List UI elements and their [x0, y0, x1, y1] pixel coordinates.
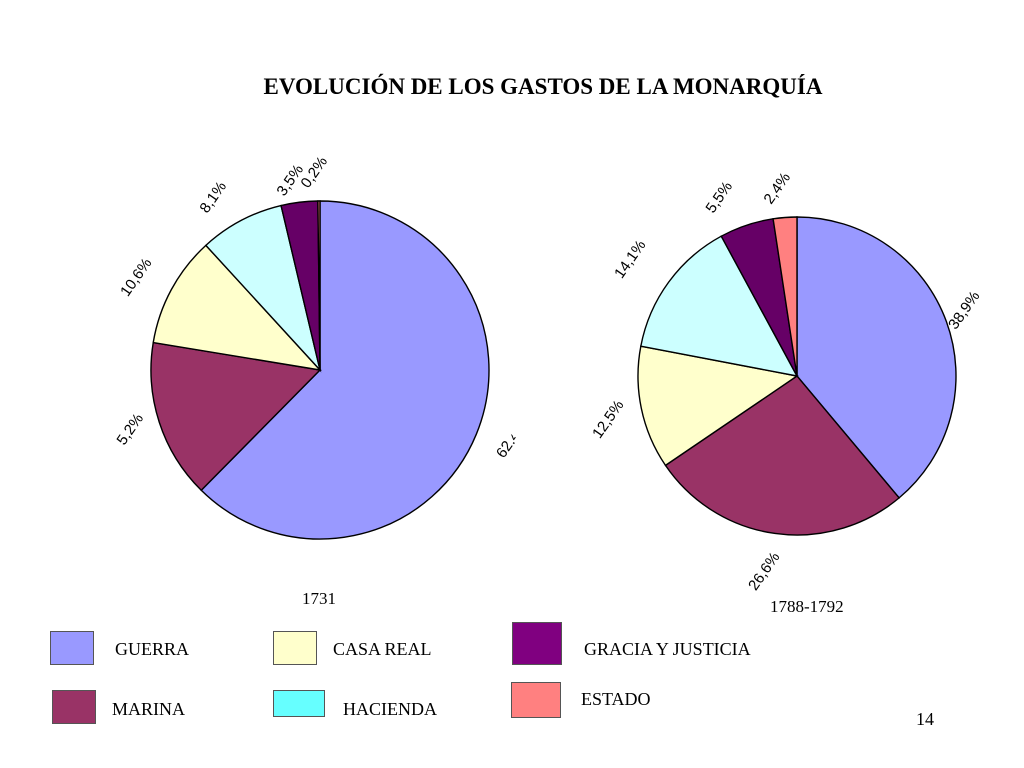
legend-swatch-gracia-y-justicia [512, 622, 562, 665]
pie-chart-1788-1792: 38,9% 26,6% 12,5% 14,1% 5,5% 2,4% [589, 170, 983, 594]
pie-slice-guerra [796, 216, 957, 499]
legend-label-marina: MARINA [112, 699, 186, 719]
legend-swatch-estado [511, 682, 561, 718]
chart-year-1731: 1731 [302, 589, 336, 608]
slice-label-guerra: 38,9% [945, 288, 983, 333]
legend-swatch-casa-real [273, 631, 317, 665]
legend-swatch-guerra [50, 631, 94, 665]
slice-label-marina: 5,2% [114, 411, 148, 449]
legend-label-gracia-y-justicia: GRACIA Y JUSTICIA [584, 639, 751, 659]
legend-label-hacienda: HACIENDA [343, 699, 437, 719]
pie-chart-1731: 62.45,2%10,6%8,1% 3,5%0,2% [114, 154, 524, 540]
slice-label-casa-real: 10,6% [117, 255, 155, 300]
pie-slice-estado [772, 216, 798, 377]
pie-slice-hacienda [640, 235, 799, 377]
slice-label-casa-real: 12,5% [589, 397, 627, 442]
legend-swatch-hacienda [273, 690, 325, 717]
chart-year-1788-1792: 1788-1792 [770, 597, 844, 616]
slice-label-gracia-y-justicia: 5,5% [703, 179, 737, 217]
pie-slice-guerra [200, 200, 490, 540]
pie-slice-marina [664, 375, 901, 536]
slice-label-estado: 2,4% [761, 170, 795, 208]
legend-swatch-marina [52, 690, 96, 724]
page-number: 14 [916, 709, 934, 729]
slice-label-guerra: 62.4 [493, 428, 524, 462]
pie-slice-casa-real [637, 345, 799, 467]
pie-slice-estado [317, 200, 321, 371]
slice-label-hacienda: 8,1% [197, 179, 231, 217]
legend-label-casa-real: CASA REAL [333, 639, 432, 659]
slice-label-hacienda: 14,1% [611, 237, 649, 282]
pie-slice-marina [150, 341, 322, 492]
pie-slice-casa-real [152, 244, 322, 372]
legend-label-estado: ESTADO [581, 689, 651, 709]
slice-label-marina: 26,6% [745, 549, 783, 594]
slide-title: EVOLUCIÓN DE LOS GASTOS DE LA MONARQUÍA [263, 74, 823, 99]
legend-label-guerra: GUERRA [115, 639, 190, 659]
